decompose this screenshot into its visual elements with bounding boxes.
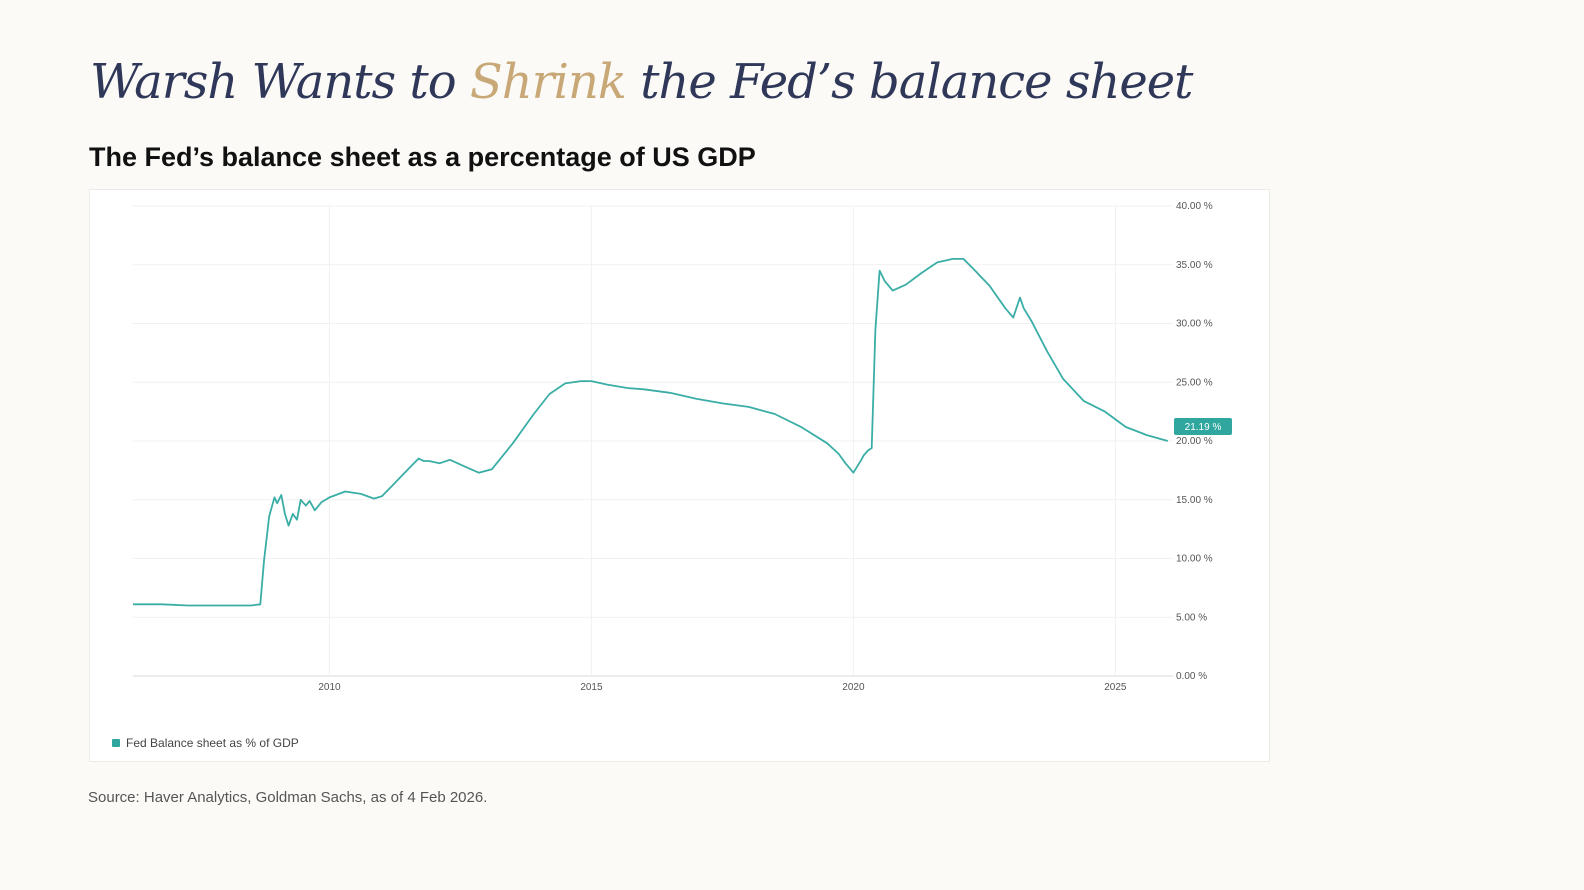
series-line <box>133 258 1169 607</box>
last-value-badge <box>1174 418 1232 436</box>
x-tick-label: 2015 <box>580 682 603 693</box>
y-tick-label: 35.00 % <box>1176 260 1213 271</box>
headline-part-1: Warsh Wants to <box>90 54 470 110</box>
chart-card: 0.00 % 5.00 % 10.00 % 15.00 % 20.00 % 25.00 %… <box>89 189 1270 762</box>
y-tick-label: 40.00 % <box>1176 201 1213 212</box>
y-tick-label: 5.00 % <box>1176 612 1207 623</box>
x-tick-label: 2020 <box>842 682 865 693</box>
headline: Warsh Wants to Shrink the Fed’s balance … <box>90 54 1193 110</box>
y-tick-label: 15.00 % <box>1176 495 1213 506</box>
y-tick-label: 30.00 % <box>1176 319 1213 330</box>
line-chart: 0.00 % 5.00 % 10.00 % 15.00 % 20.00 % 25.00 %… <box>133 201 1232 693</box>
legend-label: Fed Balance sheet as % of GDP <box>126 736 299 750</box>
legend-swatch <box>112 739 120 747</box>
y-tick-label: 20.00 % <box>1176 436 1213 447</box>
y-tick-label: 0.00 % <box>1176 671 1207 682</box>
chart-legend: Fed Balance sheet as % of GDP <box>112 736 299 750</box>
y-tick-label: 25.00 % <box>1176 377 1213 388</box>
x-tick-label: 2025 <box>1104 682 1127 693</box>
source-note: Source: Haver Analytics, Goldman Sachs, … <box>88 789 488 806</box>
y-tick-label: 10.00 % <box>1176 554 1213 565</box>
headline-accent-word: Shrink <box>469 54 627 110</box>
headline-part-2: the Fed’s balance sheet <box>625 54 1193 110</box>
last-value-label: 21.19 % <box>1185 422 1222 433</box>
x-tick-label: 2010 <box>318 682 341 693</box>
chart-title: The Fed’s balance sheet as a percentage … <box>89 142 756 172</box>
